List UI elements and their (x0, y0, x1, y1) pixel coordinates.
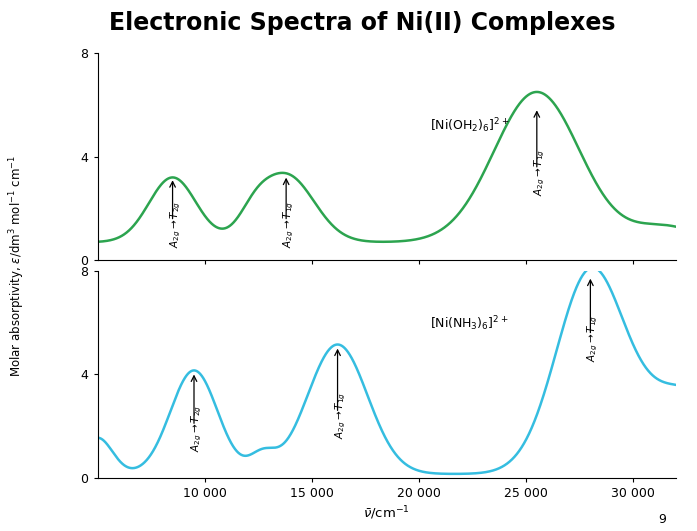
Text: $A_{2g} \rightarrow T_{2g}$: $A_{2g} \rightarrow T_{2g}$ (168, 201, 183, 247)
Text: 9: 9 (658, 513, 666, 526)
Text: [Ni(NH$_3$)$_6$]$^{2+}$: [Ni(NH$_3$)$_6$]$^{2+}$ (429, 314, 508, 333)
Text: $A_{2g} \rightarrow T_{1g}$: $A_{2g} \rightarrow T_{1g}$ (533, 149, 547, 196)
X-axis label: $\bar{\nu}$/cm$^{-1}$: $\bar{\nu}$/cm$^{-1}$ (363, 504, 411, 521)
Text: $A_{2g} \rightarrow T_{1g}$: $A_{2g} \rightarrow T_{1g}$ (282, 201, 296, 247)
Text: Electronic Spectra of Ni(II) Complexes: Electronic Spectra of Ni(II) Complexes (109, 11, 615, 35)
Text: $A_{2g} \rightarrow T_{2g}$: $A_{2g} \rightarrow T_{2g}$ (190, 405, 204, 452)
Text: $A_{2g} \rightarrow T_{1g}$: $A_{2g} \rightarrow T_{1g}$ (333, 392, 348, 439)
Text: $A_{2g} \rightarrow T_{1g}$: $A_{2g} \rightarrow T_{1g}$ (586, 314, 601, 362)
Text: Molar absorptivity, $\varepsilon$/dm$^3$ mol$^{-1}$ cm$^{-1}$: Molar absorptivity, $\varepsilon$/dm$^3$… (8, 155, 27, 376)
Text: [Ni(OH$_2$)$_6$]$^{2+}$: [Ni(OH$_2$)$_6$]$^{2+}$ (429, 116, 509, 135)
